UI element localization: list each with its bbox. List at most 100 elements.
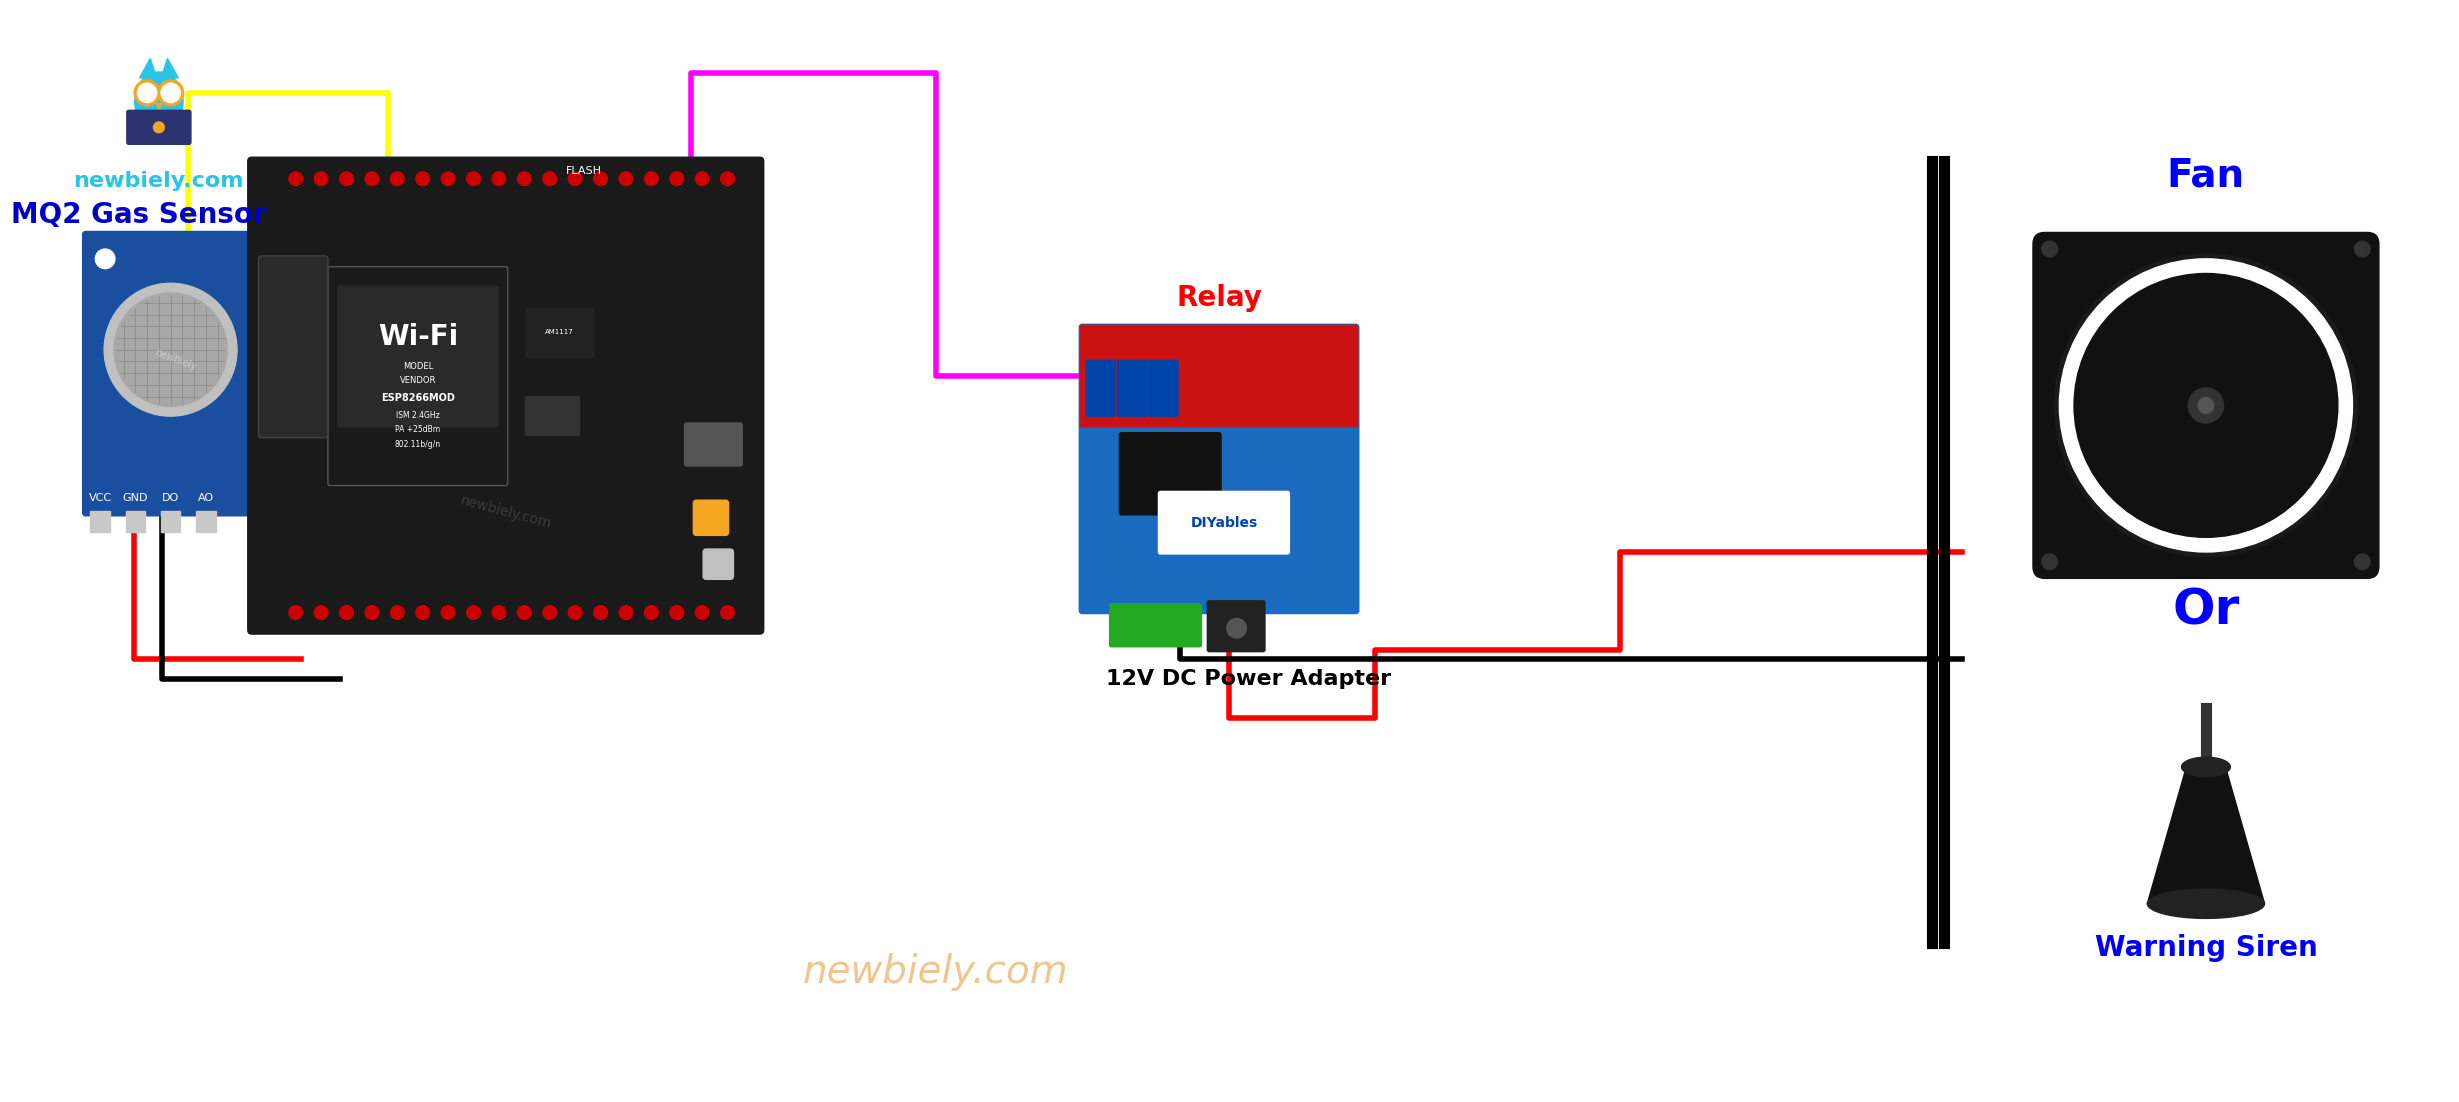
Polygon shape <box>2088 361 2201 410</box>
Circle shape <box>339 172 354 185</box>
Text: Wi-Fi: Wi-Fi <box>379 323 457 352</box>
Text: Relay: Relay <box>1175 284 1261 312</box>
Circle shape <box>416 172 430 185</box>
Polygon shape <box>155 104 162 109</box>
Bar <box>160 511 180 532</box>
Polygon shape <box>2142 295 2203 401</box>
Circle shape <box>2353 554 2370 570</box>
FancyBboxPatch shape <box>1119 433 1222 515</box>
Circle shape <box>364 172 379 185</box>
Circle shape <box>315 606 327 619</box>
FancyBboxPatch shape <box>684 423 743 466</box>
Circle shape <box>696 606 708 619</box>
Circle shape <box>696 172 708 185</box>
Circle shape <box>644 606 659 619</box>
FancyBboxPatch shape <box>327 267 507 486</box>
Circle shape <box>516 606 531 619</box>
Circle shape <box>620 172 632 185</box>
Text: newbiely.com: newbiely.com <box>804 953 1070 991</box>
Bar <box>526 396 578 434</box>
Circle shape <box>152 122 165 132</box>
Circle shape <box>288 172 302 185</box>
Circle shape <box>467 606 480 619</box>
Text: AM1117: AM1117 <box>546 329 573 335</box>
Circle shape <box>593 172 607 185</box>
FancyBboxPatch shape <box>1080 325 1357 426</box>
Text: FLASH: FLASH <box>566 166 602 176</box>
Circle shape <box>516 172 531 185</box>
Circle shape <box>113 293 226 407</box>
Ellipse shape <box>2147 889 2265 918</box>
Polygon shape <box>2198 280 2228 401</box>
Text: newbiely: newbiely <box>152 347 197 371</box>
Circle shape <box>720 606 735 619</box>
Circle shape <box>160 84 180 102</box>
Circle shape <box>568 606 583 619</box>
Text: 12V DC Power Adapter: 12V DC Power Adapter <box>1107 669 1392 689</box>
Circle shape <box>103 283 236 417</box>
FancyBboxPatch shape <box>1207 601 1264 651</box>
Polygon shape <box>140 58 157 78</box>
Polygon shape <box>160 58 177 78</box>
Polygon shape <box>2088 407 2201 449</box>
Text: VENDOR: VENDOR <box>401 377 435 386</box>
FancyBboxPatch shape <box>1087 360 1116 417</box>
Ellipse shape <box>135 72 182 131</box>
Text: newbiely.com: newbiely.com <box>457 494 553 532</box>
Circle shape <box>720 172 735 185</box>
FancyBboxPatch shape <box>703 549 733 580</box>
Text: ESP8266MOD: ESP8266MOD <box>381 392 455 402</box>
Circle shape <box>391 606 403 619</box>
Circle shape <box>467 172 480 185</box>
Circle shape <box>543 606 556 619</box>
Text: ISM 2.4GHz: ISM 2.4GHz <box>396 411 440 420</box>
Text: newbiely.com: newbiely.com <box>74 171 243 191</box>
FancyBboxPatch shape <box>2034 233 2378 579</box>
Bar <box>91 511 111 532</box>
Text: 802.11b/g/n: 802.11b/g/n <box>396 440 440 449</box>
Bar <box>197 511 216 532</box>
Circle shape <box>2353 241 2370 257</box>
Bar <box>125 511 145 532</box>
FancyBboxPatch shape <box>1109 604 1202 647</box>
Text: GND: GND <box>123 494 148 504</box>
Text: Warning Siren: Warning Siren <box>2095 933 2316 962</box>
Text: Fan: Fan <box>2166 156 2245 195</box>
Circle shape <box>440 172 455 185</box>
Polygon shape <box>2211 324 2304 402</box>
Circle shape <box>288 606 302 619</box>
Text: VCC: VCC <box>89 494 111 504</box>
Circle shape <box>2041 554 2058 570</box>
Ellipse shape <box>2181 757 2230 777</box>
Circle shape <box>644 172 659 185</box>
Circle shape <box>2198 398 2213 413</box>
FancyBboxPatch shape <box>1080 324 1360 614</box>
Circle shape <box>315 172 327 185</box>
Polygon shape <box>2206 410 2228 530</box>
Circle shape <box>669 172 684 185</box>
FancyBboxPatch shape <box>248 158 765 634</box>
Circle shape <box>96 249 116 269</box>
FancyBboxPatch shape <box>1158 491 1289 554</box>
Circle shape <box>492 172 507 185</box>
Circle shape <box>157 80 184 106</box>
FancyBboxPatch shape <box>128 110 192 144</box>
Circle shape <box>135 80 160 106</box>
Polygon shape <box>2142 410 2206 516</box>
Circle shape <box>2058 259 2353 552</box>
Circle shape <box>620 606 632 619</box>
Circle shape <box>440 606 455 619</box>
Text: DIYables: DIYables <box>1190 516 1257 530</box>
Bar <box>526 307 593 357</box>
FancyBboxPatch shape <box>693 500 728 536</box>
Circle shape <box>2053 253 2358 557</box>
Circle shape <box>391 172 403 185</box>
Polygon shape <box>2211 393 2334 406</box>
Circle shape <box>2073 273 2339 538</box>
Circle shape <box>364 606 379 619</box>
Text: MODEL: MODEL <box>403 361 433 371</box>
Text: Or: Or <box>2171 586 2240 635</box>
Text: DO: DO <box>162 494 180 504</box>
Circle shape <box>593 606 607 619</box>
Circle shape <box>138 84 157 102</box>
